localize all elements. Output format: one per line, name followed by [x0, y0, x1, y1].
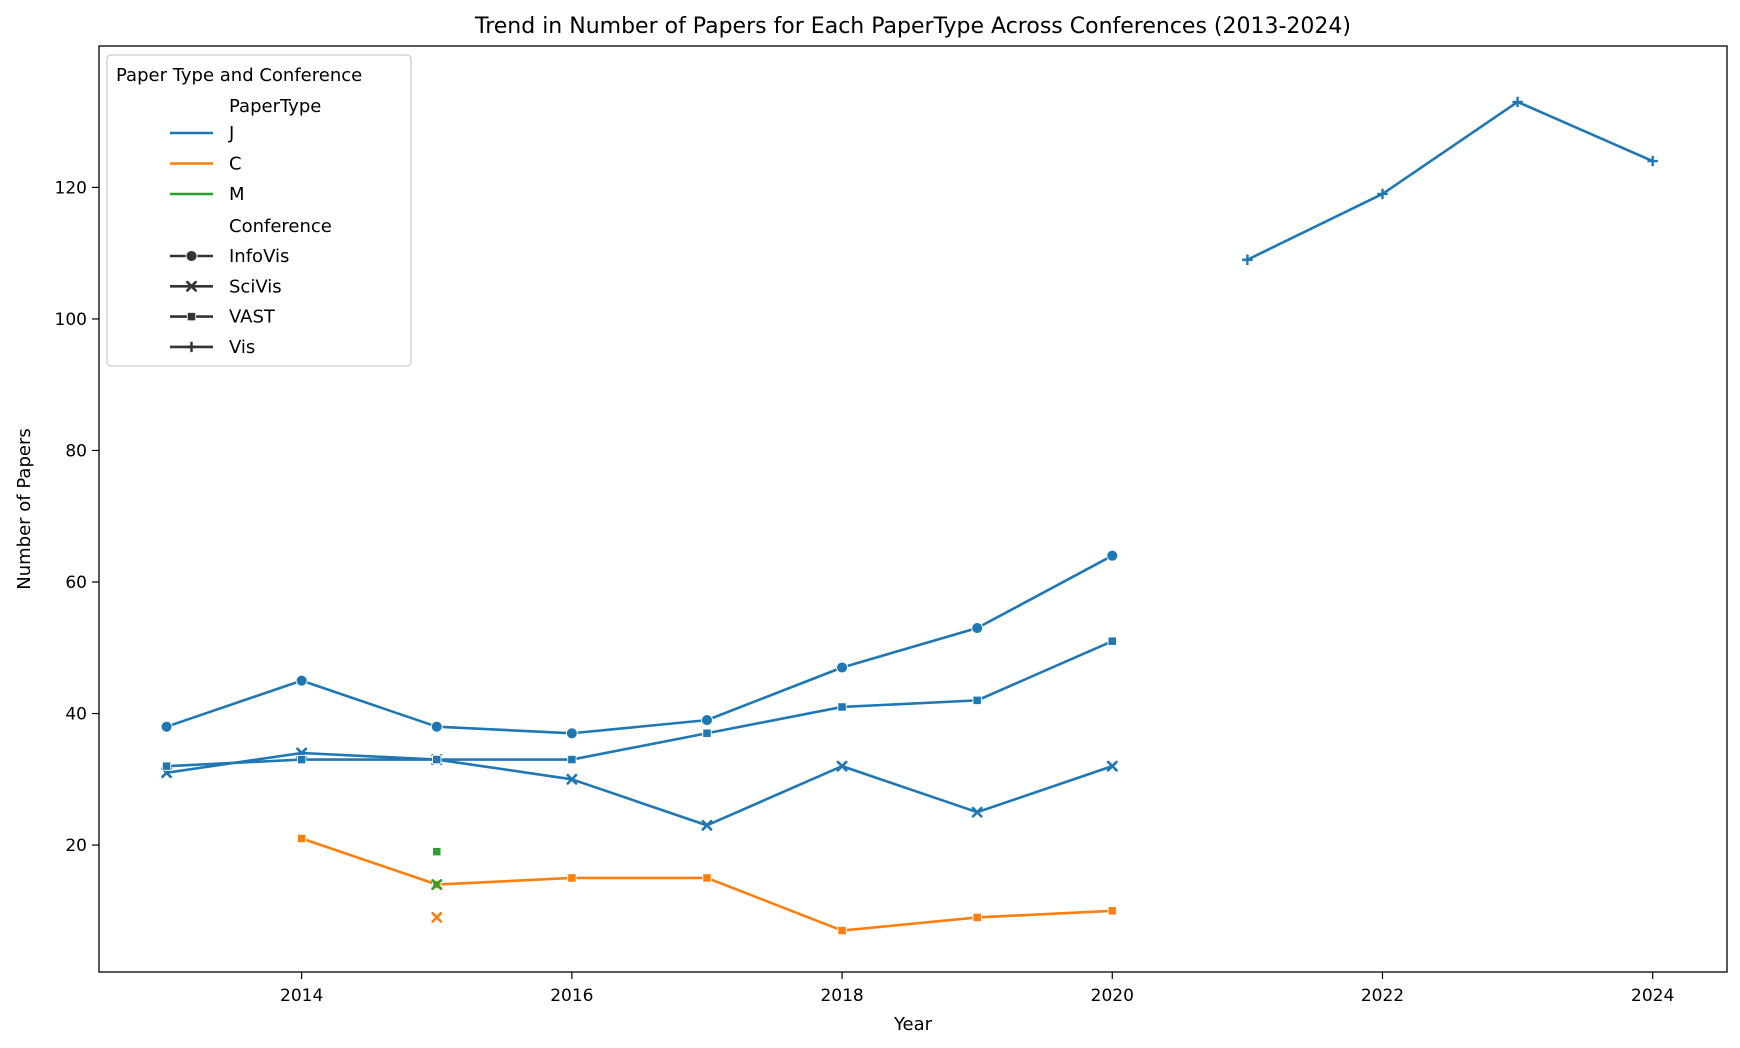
plot-frame: [98, 45, 1728, 973]
data-point-j-scivis: [566, 773, 578, 785]
data-point-j-vast: [432, 754, 442, 765]
legend-marker-x: [186, 280, 197, 292]
y-tick-label: 60: [65, 573, 87, 593]
x-tick-label: 2016: [550, 986, 593, 1006]
data-point-j-vis: [1242, 254, 1253, 265]
y-tick-label: 20: [65, 836, 87, 856]
legend-label: C: [229, 154, 242, 175]
data-point-c-scivis: [431, 911, 443, 923]
data-point-c-vast: [972, 912, 982, 923]
data-point-j-infovis: [295, 674, 308, 687]
x-tick-label: 2014: [280, 986, 323, 1006]
data-point-j-infovis: [565, 727, 578, 740]
legend-label: J: [228, 123, 234, 144]
series-line-j-scivis: [166, 751, 1113, 827]
data-point-j-vast: [1107, 636, 1117, 646]
x-axis-ticks: 2014 2016 2018 2020 2022 2024: [280, 972, 1674, 1006]
legend-entry-scivis: SciVis: [170, 276, 282, 297]
data-point-c-vast: [837, 925, 847, 936]
data-point-j-infovis: [430, 720, 443, 733]
series-c-scivis: [431, 911, 443, 923]
y-tick-label: 100: [55, 310, 87, 330]
chart-title: Trend in Number of Papers for Each Paper…: [474, 14, 1351, 39]
legend-marker-circle: [185, 250, 198, 262]
legend-entry-vis: Vis: [170, 337, 255, 358]
series-j-vis: [1242, 96, 1658, 265]
data-point-j-infovis: [160, 720, 173, 733]
data-point-j-infovis: [836, 661, 849, 674]
legend-entry-c: C: [170, 154, 242, 175]
legend-hue-entries: JCM: [170, 123, 245, 205]
data-point-j-vis: [1647, 155, 1658, 167]
legend-label: Vis: [229, 337, 255, 358]
y-axis-label: Number of Papers: [14, 428, 35, 589]
x-axis-label: Year: [893, 1014, 933, 1035]
data-point-m-scivis: [431, 879, 443, 891]
y-tick-label: 120: [55, 178, 87, 198]
legend-entry-infovis: InfoVis: [170, 246, 289, 267]
x-tick-label: 2018: [820, 986, 863, 1006]
data-point-j-infovis: [701, 714, 713, 727]
y-tick-label: 40: [65, 705, 87, 725]
legend-title: Paper Type and Conference: [116, 65, 362, 86]
series-line-j-infovis: [166, 554, 1113, 735]
data-point-j-vast: [297, 754, 307, 765]
legend: Paper Type and Conference PaperType JCM …: [106, 54, 412, 367]
legend-label: InfoVis: [229, 246, 289, 267]
data-point-m-vast: [432, 846, 442, 857]
series-m-scivis: [431, 879, 443, 891]
data-point-j-scivis: [836, 760, 848, 772]
data-point-j-infovis: [1106, 549, 1119, 562]
series-layer: [160, 96, 1658, 936]
legend-label: VAST: [229, 307, 276, 328]
series-j-vast: [161, 636, 1117, 771]
data-point-j-scivis: [1106, 760, 1118, 772]
series-j-infovis: [160, 549, 1119, 740]
data-point-j-vis: [1377, 188, 1388, 200]
data-point-c-vast: [297, 833, 307, 844]
legend-marker-plus: [186, 341, 197, 353]
legend-style-entries: InfoVis SciVis VAST Vis: [170, 246, 289, 358]
data-point-j-vast: [161, 761, 172, 771]
data-point-j-vast: [837, 702, 847, 712]
data-point-j-infovis: [971, 622, 984, 634]
series-line-j-vast: [166, 640, 1113, 768]
series-line-j-vis: [1246, 100, 1654, 261]
data-point-c-vast: [702, 873, 712, 883]
legend-hue-title: PaperType: [229, 96, 321, 117]
legend-entry-vast: VAST: [170, 307, 276, 328]
x-tick-label: 2020: [1091, 986, 1134, 1006]
series-m-vast: [432, 846, 442, 857]
legend-label: SciVis: [229, 276, 282, 297]
y-tick-label: 80: [65, 441, 87, 461]
legend-entry-j: J: [170, 123, 234, 144]
y-axis-ticks: 20 40 60 80 100 120: [55, 178, 99, 856]
legend-entry-m: M: [170, 184, 245, 205]
data-point-c-vast: [1107, 906, 1117, 916]
legend-style-title: Conference: [229, 216, 332, 237]
data-point-j-vis: [1512, 96, 1523, 108]
legend-label: M: [229, 184, 245, 205]
data-point-j-scivis: [701, 819, 713, 831]
legend-marker-square: [186, 311, 197, 322]
data-point-j-vast: [567, 754, 577, 765]
data-point-j-scivis: [971, 806, 983, 818]
x-tick-label: 2022: [1361, 986, 1404, 1006]
data-point-j-vast: [702, 728, 712, 738]
x-tick-label: 2024: [1631, 986, 1674, 1006]
data-point-c-vast: [567, 873, 577, 883]
data-point-j-vast: [972, 695, 982, 706]
